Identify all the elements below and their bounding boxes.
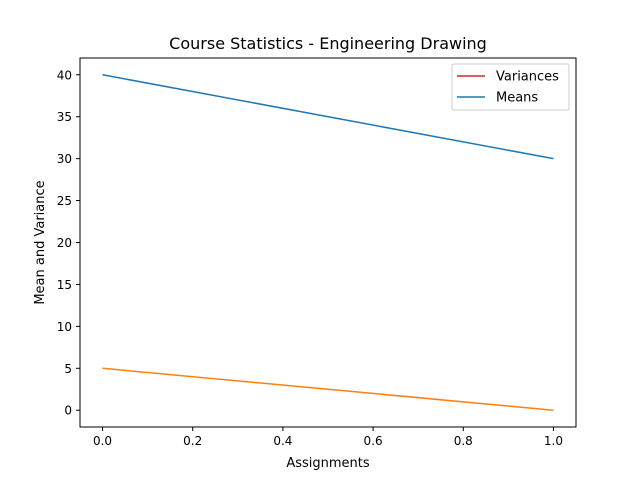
x-tick-label: 0.6 [364,434,383,448]
x-tick-label: 0.0 [93,434,112,448]
y-tick-label: 0 [64,404,72,418]
y-axis-label: Mean and Variance [33,180,48,304]
y-tick-label: 10 [57,320,72,334]
legend-label: Variances [496,70,559,85]
x-tick-label: 0.8 [454,434,473,448]
x-tick-label: 0.4 [273,434,292,448]
x-tick-label: 1.0 [544,434,563,448]
plot-frame [79,57,577,428]
y-tick-label: 40 [57,68,72,82]
y-tick-label: 20 [57,236,72,250]
x-axis-label: Assignments [286,456,370,471]
y-tick-label: 15 [57,278,72,292]
legend-label: Means [496,91,538,106]
y-tick-label: 35 [57,110,72,124]
chart-title: Course Statistics - Engineering Drawing [169,34,487,53]
x-tick-label: 0.2 [183,434,202,448]
y-tick-label: 30 [57,152,72,166]
series-line-0 [102,74,554,160]
y-tick-label: 5 [64,362,72,376]
y-tick-label: 25 [57,194,72,208]
series-line-1 [102,367,554,411]
legend: Variances Means [451,63,570,111]
